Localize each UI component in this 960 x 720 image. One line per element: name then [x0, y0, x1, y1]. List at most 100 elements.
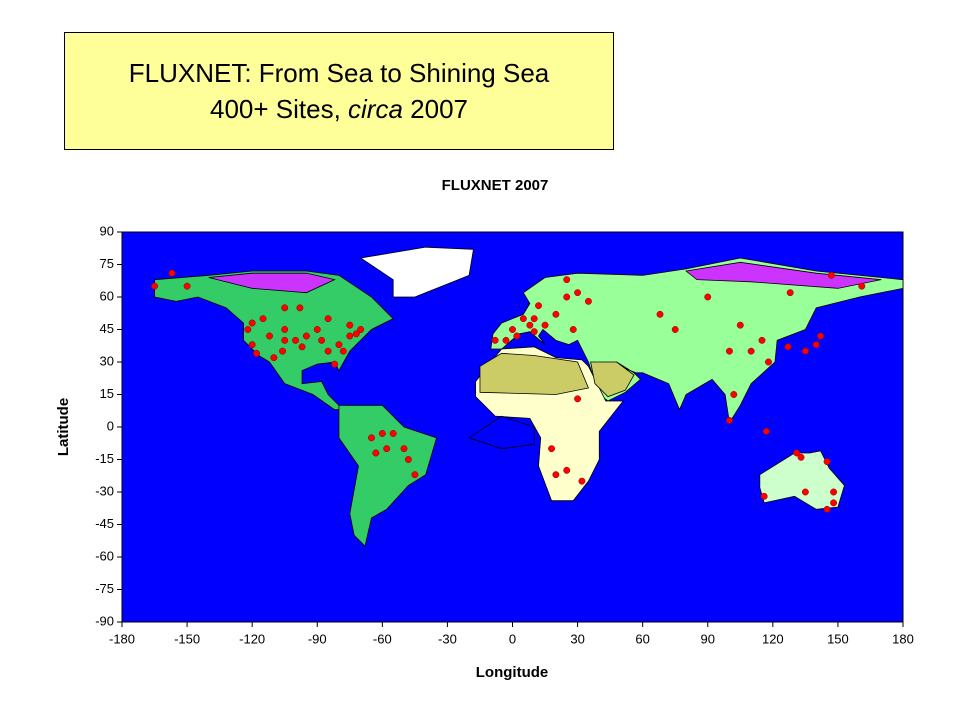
- x-tick-label: -120: [239, 631, 265, 646]
- site: [830, 488, 838, 496]
- subtitle-text: 400+ Sites,: [209, 94, 341, 124]
- site: [725, 417, 733, 424]
- site: [389, 430, 397, 437]
- site: [762, 427, 770, 435]
- tundra: [208, 272, 336, 294]
- site: [747, 347, 755, 355]
- site: [378, 430, 386, 437]
- title-box: FLUXNET: From Sea to Shining Sea 400+ Si…: [64, 32, 614, 150]
- site: [563, 293, 571, 301]
- site: [797, 453, 805, 461]
- site: [563, 276, 571, 284]
- site: [584, 297, 592, 305]
- site: [530, 328, 538, 336]
- slide-title: FLUXNET: From Sea to Shining Sea: [128, 58, 550, 88]
- site: [168, 269, 176, 277]
- site: [725, 347, 733, 355]
- slide-subtitle: 400+ Sites, circa 2007: [65, 91, 613, 127]
- site: [758, 336, 766, 344]
- site: [535, 302, 542, 310]
- site: [292, 336, 300, 344]
- site: [574, 289, 582, 297]
- greenland: [359, 246, 474, 298]
- site: [270, 354, 278, 362]
- site: [411, 471, 419, 479]
- site: [357, 326, 365, 333]
- continent: [759, 450, 845, 510]
- x-tick-label: -60: [373, 631, 392, 646]
- site: [736, 321, 744, 329]
- site: [372, 449, 380, 457]
- continent: [154, 270, 394, 411]
- y-tick-label: 30: [100, 353, 114, 368]
- y-tick-label: 75: [100, 256, 114, 271]
- site: [400, 445, 408, 453]
- site: [801, 488, 809, 496]
- site: [656, 310, 664, 318]
- subtitle-text: 2007: [410, 94, 469, 124]
- site: [346, 332, 354, 340]
- site: [151, 282, 158, 290]
- site: [574, 395, 582, 403]
- site: [858, 282, 866, 290]
- y-tick-label: -30: [95, 483, 114, 498]
- x-tick-label: -90: [308, 631, 327, 646]
- site: [578, 477, 586, 485]
- site: [526, 321, 534, 329]
- desert: [590, 361, 635, 398]
- site: [244, 326, 252, 333]
- map: [121, 231, 904, 623]
- site: [324, 347, 332, 355]
- y-axis-label: Latitude: [55, 398, 72, 456]
- site: [302, 332, 310, 340]
- site: [324, 315, 332, 323]
- y-tick-label: 45: [100, 321, 114, 336]
- site: [827, 271, 835, 279]
- site: [552, 310, 560, 318]
- site: [266, 332, 273, 340]
- y-tick-label: -15: [95, 451, 114, 466]
- y-tick-label: 90: [100, 223, 114, 238]
- y-tick-label: 60: [100, 288, 114, 303]
- y-tick-label: 0: [107, 418, 114, 433]
- site: [530, 315, 538, 323]
- continent: [490, 257, 904, 424]
- site: [784, 343, 792, 351]
- site: [502, 336, 510, 344]
- site: [335, 341, 343, 349]
- site: [812, 341, 820, 349]
- site: [541, 321, 549, 329]
- x-tick-label: -180: [109, 631, 135, 646]
- site: [296, 304, 304, 312]
- y-tick-label: -45: [95, 516, 114, 531]
- site: [760, 492, 768, 500]
- x-tick-label: 120: [762, 631, 784, 646]
- site: [404, 456, 412, 463]
- y-tick-label: 15: [100, 386, 114, 401]
- site: [346, 321, 354, 329]
- site: [548, 445, 555, 453]
- site: [279, 347, 286, 355]
- site: [183, 282, 191, 290]
- site: [313, 326, 321, 333]
- site: [352, 330, 360, 338]
- x-tick-label: 0: [509, 631, 516, 646]
- site: [248, 341, 256, 349]
- site: [339, 347, 347, 355]
- site: [823, 505, 831, 513]
- y-tick-label: -90: [95, 613, 114, 628]
- site: [509, 326, 516, 333]
- site: [253, 349, 260, 357]
- continent: [338, 404, 438, 547]
- site: [491, 336, 499, 344]
- x-tick-label: 180: [892, 631, 914, 646]
- site: [817, 332, 825, 340]
- x-tick-label: -30: [438, 631, 457, 646]
- site: [331, 360, 339, 368]
- x-tick-label: 90: [701, 631, 715, 646]
- site: [823, 458, 831, 466]
- x-axis-label: Longitude: [476, 664, 548, 681]
- site: [281, 336, 289, 344]
